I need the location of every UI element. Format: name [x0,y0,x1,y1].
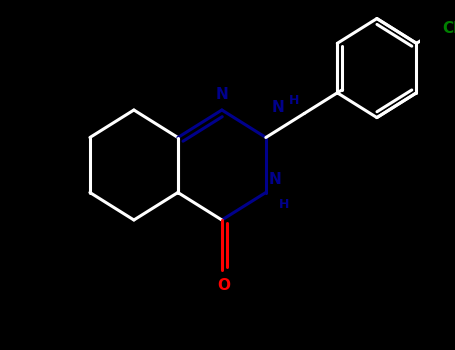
Text: H: H [289,94,299,107]
Text: N: N [268,173,281,188]
Text: Cl: Cl [442,21,455,36]
Text: N: N [271,100,284,116]
Text: O: O [217,278,230,293]
Text: N: N [216,87,228,102]
Text: H: H [279,197,289,210]
